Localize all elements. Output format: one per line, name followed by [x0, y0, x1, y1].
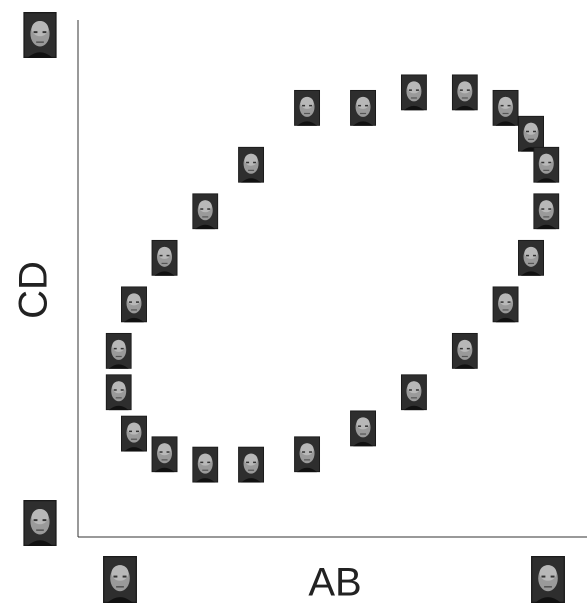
face-point [400, 374, 427, 411]
x-axis-end-face [531, 556, 565, 603]
y-axis-start-face [23, 500, 57, 546]
face-point [151, 239, 178, 276]
face-point [533, 193, 560, 230]
face-point [518, 239, 545, 276]
face-point [492, 286, 519, 323]
face-point [120, 286, 147, 323]
x-axis-label: AB [308, 561, 361, 603]
face-point [350, 410, 377, 447]
face-point [492, 89, 519, 126]
face-point [294, 436, 321, 473]
face-point [238, 146, 265, 183]
face-point [192, 193, 219, 230]
x-axis-start-face [103, 556, 137, 603]
face-point [192, 446, 219, 483]
face-point [120, 415, 147, 452]
face-point [151, 436, 178, 473]
face-point [105, 332, 132, 369]
face-point [518, 115, 545, 152]
face-point [451, 332, 478, 369]
face-point [238, 446, 265, 483]
y-axis-end-face [23, 12, 57, 58]
y-axis-label: CD [12, 261, 56, 319]
face-point [400, 74, 427, 111]
face-point [105, 374, 132, 411]
face-point [533, 146, 560, 183]
face-point [350, 89, 377, 126]
face-point [451, 74, 478, 111]
face-point [294, 89, 321, 126]
